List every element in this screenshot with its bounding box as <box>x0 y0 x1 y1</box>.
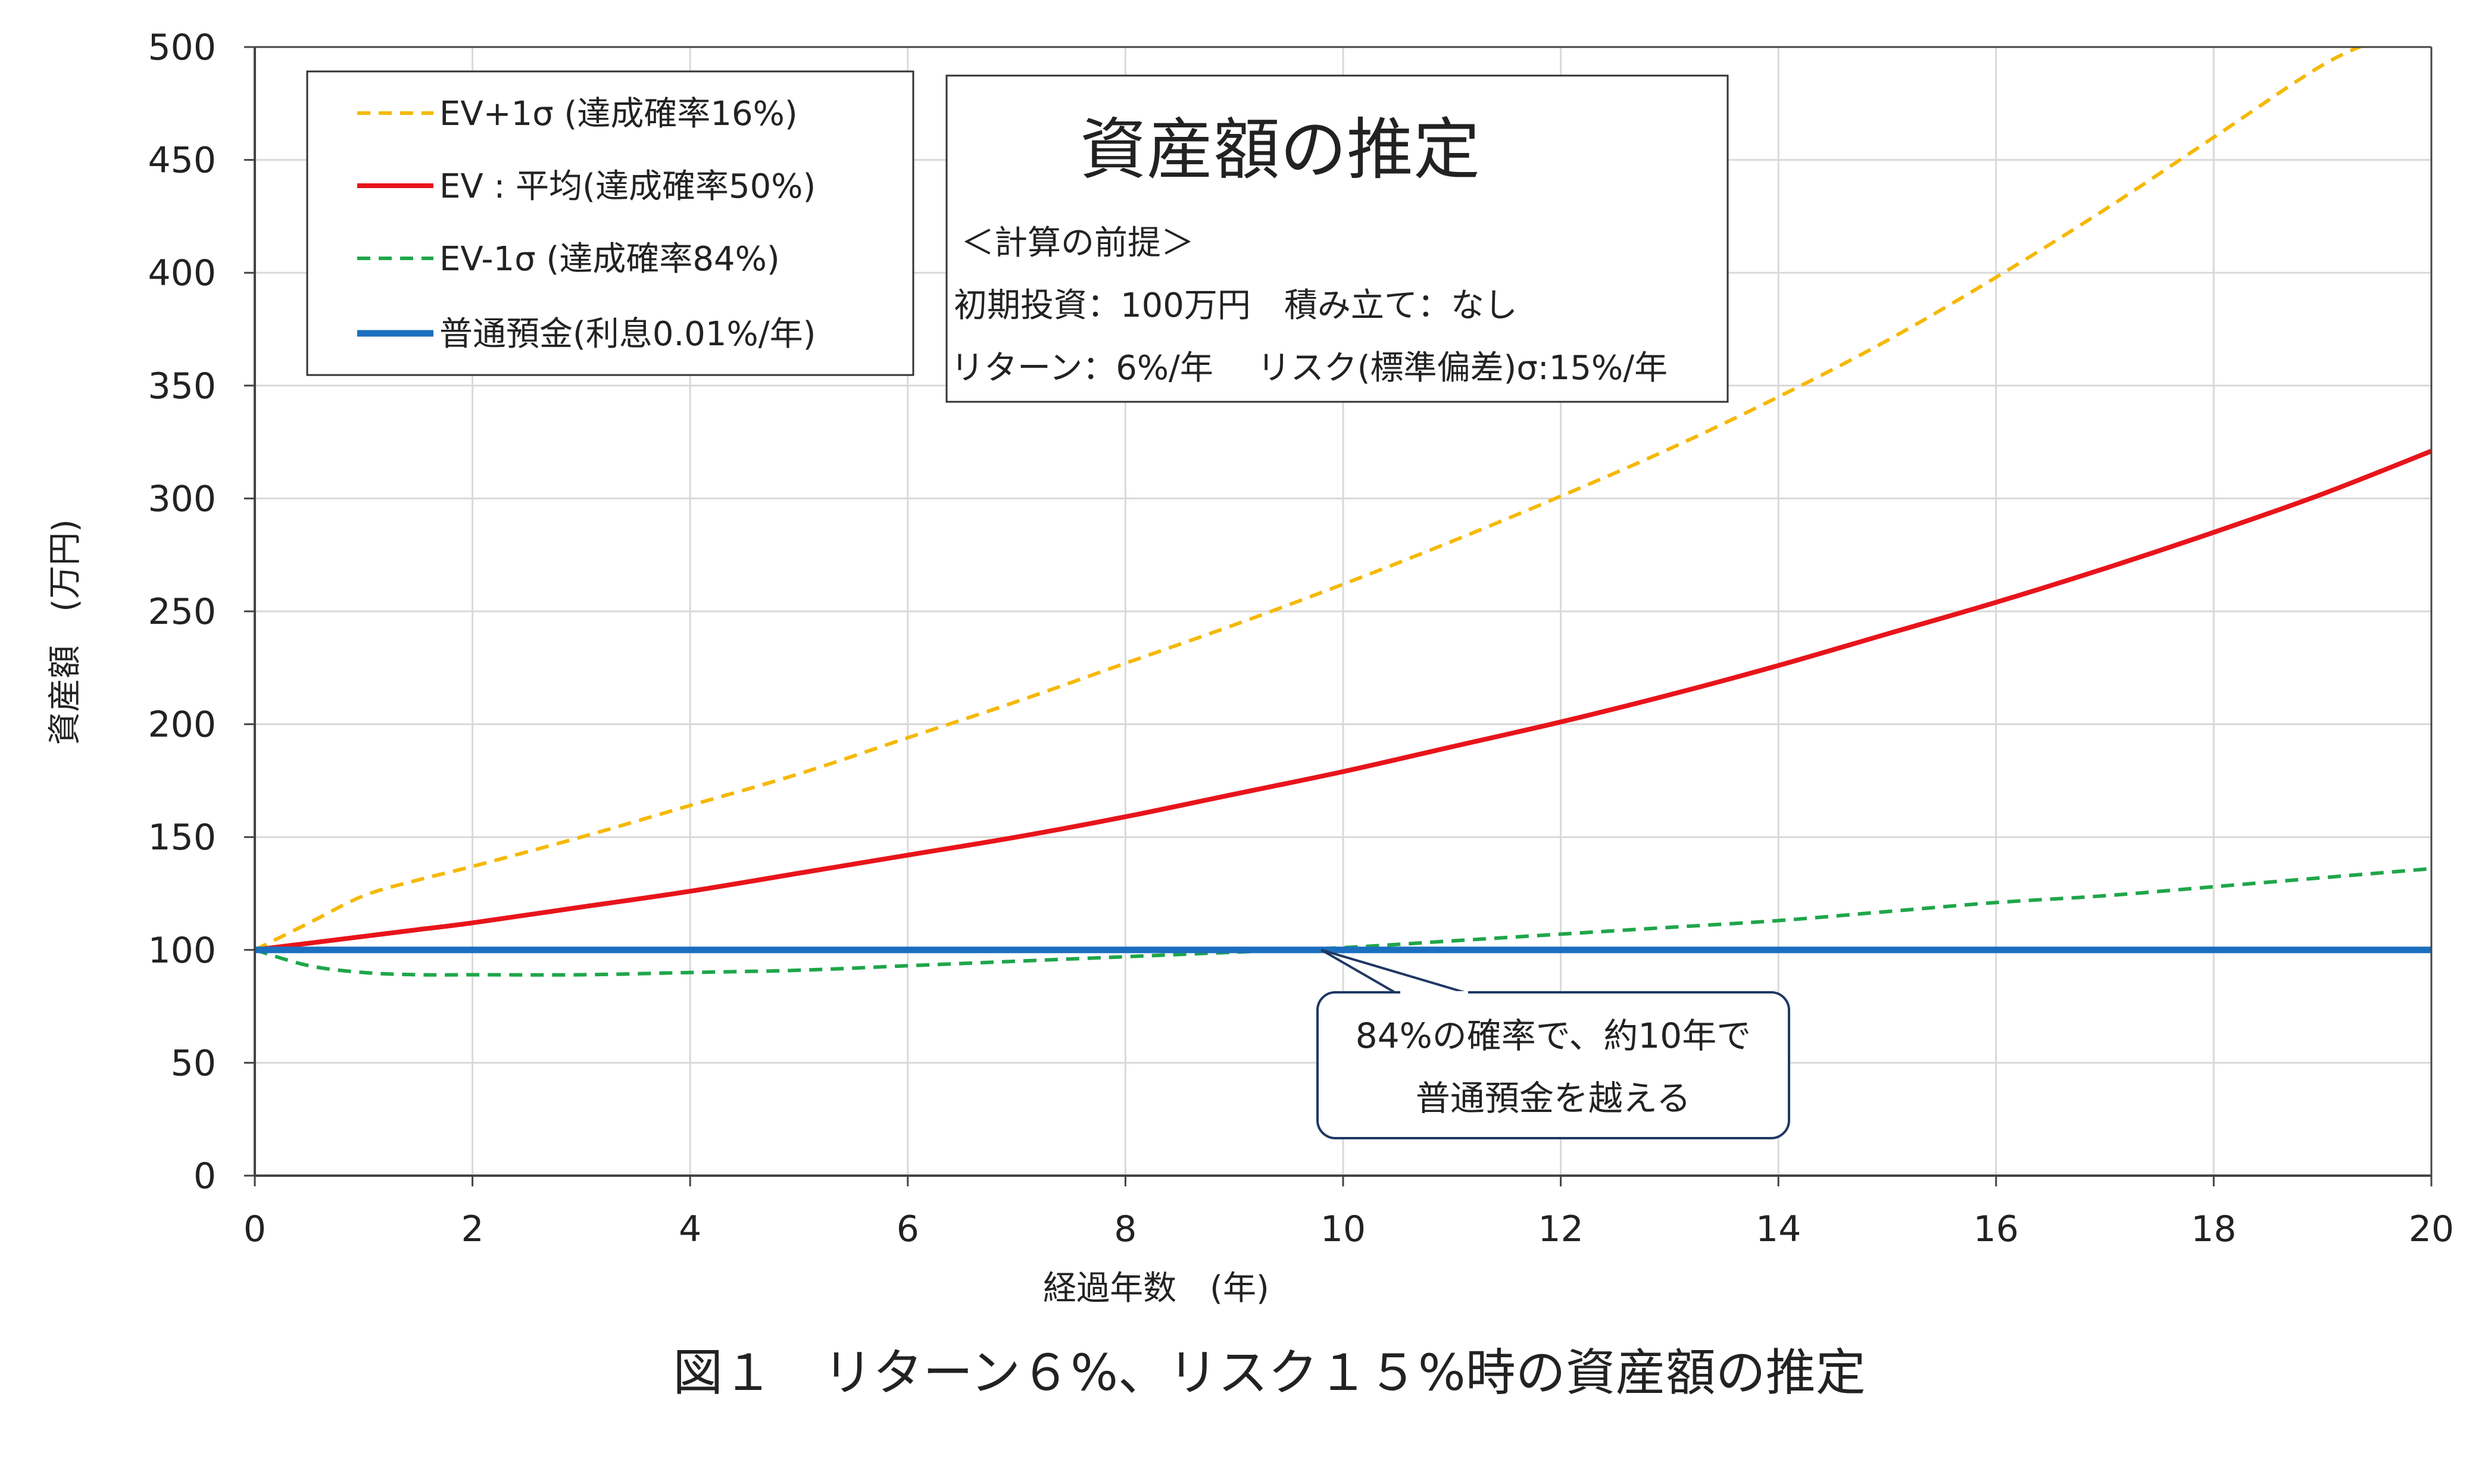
info-line-premise: ＜計算の前提＞ <box>961 224 1194 263</box>
chart-caption: 図１ リターン６%、リスク１５%時の資産額の推定 <box>673 1344 1865 1402</box>
info-box-frame <box>945 74 1729 403</box>
y-tick-label-300: 300 <box>148 478 216 520</box>
y-tick-label-150: 150 <box>148 817 216 858</box>
x-tick-label-8: 8 <box>1114 1208 1137 1250</box>
x-tick-label-2: 2 <box>461 1208 484 1250</box>
series-lines <box>255 47 2431 977</box>
callout-box <box>1316 991 1790 1139</box>
y-tick-label-350: 350 <box>148 365 216 407</box>
axes <box>244 46 2433 1186</box>
legend-box <box>306 70 914 376</box>
x-tick-label-0: 0 <box>243 1208 266 1250</box>
series-line-0 <box>255 47 2364 952</box>
x-tick-label-10: 10 <box>1320 1208 1366 1250</box>
x-tick-label-20: 20 <box>2409 1208 2454 1250</box>
callout-line-2: 普通預金を越える <box>1416 1078 1691 1119</box>
legend-label-1: EV : 平均(達成確率50%) <box>439 167 816 206</box>
info-line-investment: 初期投資：100万円 積み立て：なし <box>954 286 1518 325</box>
x-axis-title: 経過年数 (年) <box>1043 1269 1269 1308</box>
callout: 84%の確率で、約10年で 普通預金を越える <box>1316 948 1790 1139</box>
x-tick-label-16: 16 <box>1974 1208 2019 1250</box>
x-tick-label-12: 12 <box>1538 1208 1583 1250</box>
legend: EV+1σ (達成確率16%) EV : 平均(達成確率50%) EV-1σ (達成… <box>306 70 914 376</box>
info-line-return-risk: リターン：6%/年 リスク(標準偏差)σ:15%/年 <box>951 349 1668 388</box>
legend-label-0: EV+1σ (達成確率16%) <box>439 95 798 133</box>
y-axis-title: 資産額 (万円) <box>46 519 85 745</box>
y-tick-label-250: 250 <box>148 591 216 633</box>
x-tick-label-6: 6 <box>897 1208 919 1250</box>
series-line-1 <box>255 449 2431 952</box>
y-tick-label-0: 0 <box>193 1155 216 1197</box>
info-box: 資産額の推定 ＜計算の前提＞ 初期投資：100万円 積み立て：なし リターン：6… <box>945 74 1729 403</box>
x-tick-label-4: 4 <box>679 1208 701 1250</box>
y-tick-label-100: 100 <box>148 930 216 971</box>
callout-line-1: 84%の確率で、約10年で <box>1356 1016 1751 1056</box>
y-tick-label-450: 450 <box>148 140 216 182</box>
callout-pointer-cover <box>1400 991 1468 996</box>
y-tick-label-50: 50 <box>171 1042 216 1084</box>
x-tick-label-18: 18 <box>2191 1208 2236 1250</box>
y-tick-label-400: 400 <box>148 252 216 294</box>
info-box-title: 資産額の推定 <box>1080 111 1480 189</box>
legend-label-2: EV-1σ (達成確率84%) <box>439 240 780 279</box>
x-tick-label-14: 14 <box>1756 1208 1801 1250</box>
legend-entries: EV+1σ (達成確率16%) EV : 平均(達成確率50%) EV-1σ (達成… <box>357 95 816 354</box>
y-tick-label-200: 200 <box>148 704 216 746</box>
legend-label-3: 普通預金(利息0.01%/年) <box>439 315 816 354</box>
tick-labels: 0 2 4 6 8 10 12 14 16 18 2005010015020025030035040… <box>148 27 2454 1250</box>
y-tick-label-500: 500 <box>148 27 216 68</box>
